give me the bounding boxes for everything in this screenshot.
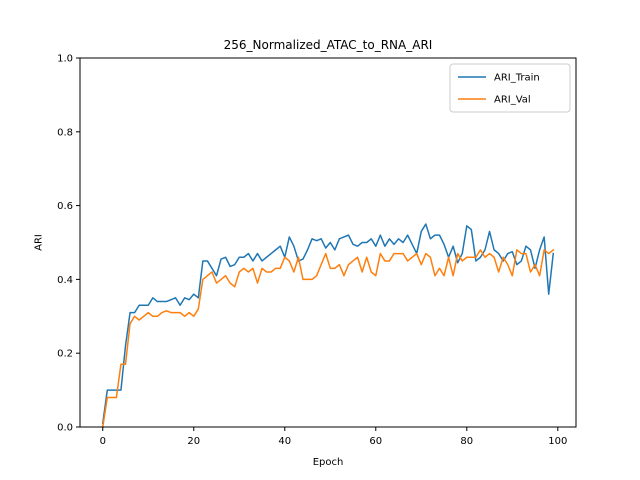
legend-label: ARI_Train bbox=[494, 73, 540, 84]
x-tick-label: 40 bbox=[278, 436, 291, 447]
legend: ARI_Train ARI_Val bbox=[449, 63, 571, 113]
chart-title: 256_Normalized_ATAC_to_RNA_ARI bbox=[224, 38, 433, 52]
y-axis-label: ARI bbox=[34, 234, 45, 251]
x-tick-label: 20 bbox=[187, 436, 200, 447]
legend-box bbox=[449, 63, 571, 113]
y-tick-label: 0.2 bbox=[57, 349, 73, 360]
y-tick-label: 0.6 bbox=[57, 201, 73, 212]
y-tick-label: 0.4 bbox=[57, 275, 73, 286]
x-tick-label: 80 bbox=[460, 436, 473, 447]
y-tick-label: 0.8 bbox=[57, 127, 73, 138]
x-tick-label: 0 bbox=[100, 436, 106, 447]
plot-series bbox=[101, 223, 555, 428]
x-axis: 0 20 40 60 80 100 bbox=[100, 427, 567, 447]
x-tick-label: 100 bbox=[548, 436, 567, 447]
series-line-ari-val bbox=[101, 248, 555, 428]
y-tick-label: 0.0 bbox=[57, 423, 73, 434]
y-tick-label: 1.0 bbox=[57, 54, 73, 65]
series-line-ari-train bbox=[101, 223, 555, 425]
x-axis-label: Epoch bbox=[313, 457, 344, 468]
legend-label: ARI_Val bbox=[494, 95, 531, 106]
x-tick-label: 60 bbox=[369, 436, 382, 447]
y-axis: 0.0 0.2 0.4 0.6 0.8 1.0 bbox=[57, 54, 80, 434]
plot-frame bbox=[79, 57, 577, 428]
